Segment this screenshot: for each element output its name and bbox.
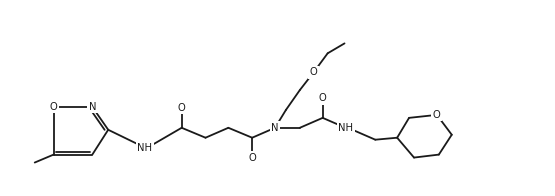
Text: O: O xyxy=(319,93,326,103)
Text: O: O xyxy=(50,102,58,112)
Text: N: N xyxy=(271,123,279,133)
Text: NH: NH xyxy=(338,123,353,133)
Text: O: O xyxy=(433,110,441,120)
Text: NH: NH xyxy=(138,143,153,153)
Text: O: O xyxy=(178,103,185,113)
Text: N: N xyxy=(89,102,96,112)
Text: O: O xyxy=(248,152,256,162)
Text: O: O xyxy=(310,67,317,77)
